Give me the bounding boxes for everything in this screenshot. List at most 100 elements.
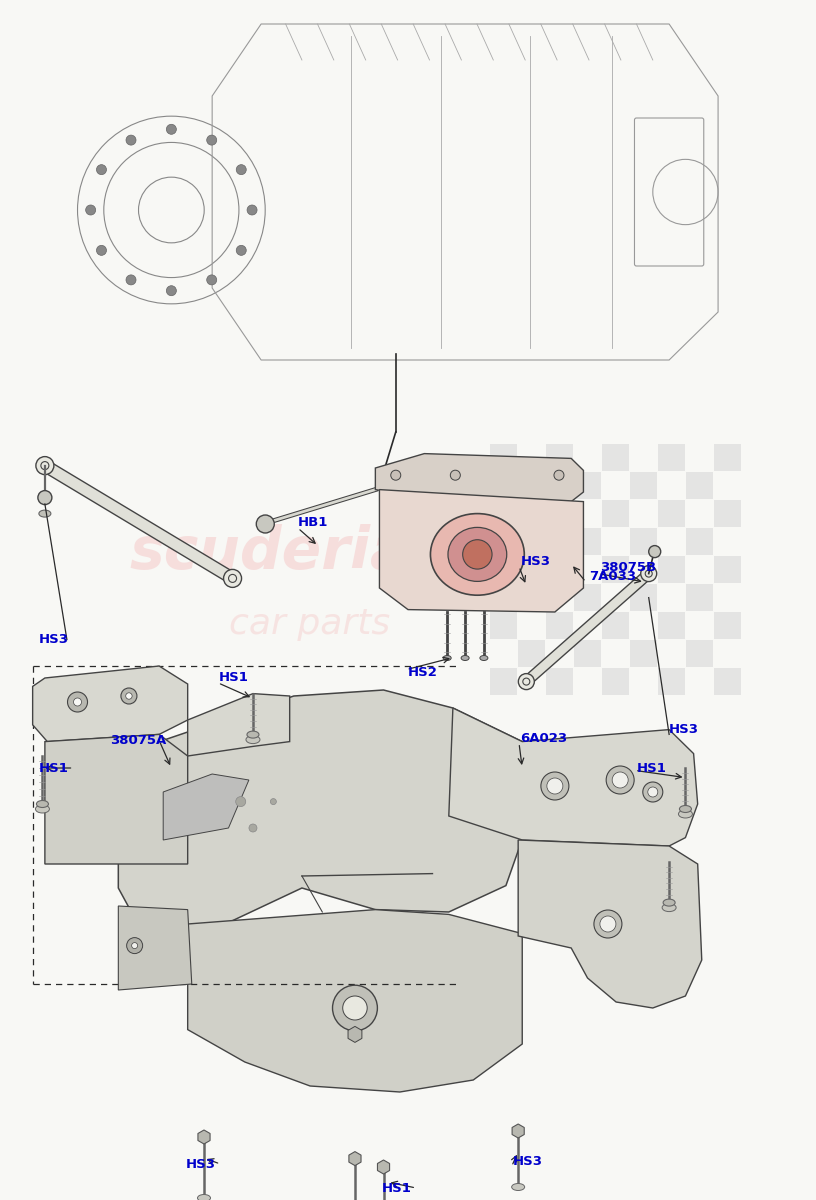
Ellipse shape (37, 800, 48, 808)
Circle shape (518, 673, 534, 690)
Circle shape (270, 799, 277, 804)
Bar (658, 612, 685, 638)
Circle shape (237, 164, 246, 175)
Circle shape (450, 470, 460, 480)
Circle shape (547, 778, 563, 794)
Ellipse shape (343, 996, 367, 1020)
Bar (630, 528, 657, 554)
Text: 38075A: 38075A (110, 734, 166, 746)
Bar (658, 444, 685, 470)
Circle shape (594, 910, 622, 938)
Polygon shape (45, 734, 188, 864)
Bar (574, 472, 601, 499)
Ellipse shape (197, 1194, 211, 1200)
Bar (714, 444, 741, 470)
Text: 6A023: 6A023 (521, 732, 568, 744)
Bar (601, 500, 628, 527)
Bar (601, 612, 628, 638)
Bar (630, 472, 657, 499)
Text: HB1: HB1 (298, 516, 328, 528)
Bar (630, 640, 657, 667)
Circle shape (131, 943, 138, 948)
Circle shape (166, 286, 176, 295)
Bar (574, 640, 601, 667)
Bar (490, 668, 517, 695)
Text: car parts: car parts (229, 607, 391, 641)
Bar (574, 528, 601, 554)
Ellipse shape (461, 655, 469, 660)
Bar (517, 472, 544, 499)
Bar (685, 584, 712, 611)
Bar (546, 444, 573, 470)
Circle shape (206, 275, 217, 284)
Bar (685, 640, 712, 667)
Circle shape (73, 698, 82, 706)
Bar (658, 668, 685, 695)
Polygon shape (33, 666, 188, 742)
Bar (714, 556, 741, 583)
Polygon shape (188, 694, 290, 756)
Bar (685, 472, 712, 499)
Polygon shape (188, 910, 522, 1092)
Circle shape (126, 692, 132, 700)
Text: HS1: HS1 (219, 672, 249, 684)
Bar (685, 528, 712, 554)
Ellipse shape (680, 805, 691, 812)
Circle shape (391, 470, 401, 480)
Bar (546, 556, 573, 583)
Circle shape (96, 245, 106, 256)
Text: HS1: HS1 (636, 762, 667, 774)
Bar (546, 612, 573, 638)
Text: HS3: HS3 (186, 1158, 216, 1170)
Circle shape (247, 205, 257, 215)
Polygon shape (118, 690, 530, 936)
Bar (574, 584, 601, 611)
Circle shape (36, 456, 54, 474)
Polygon shape (118, 906, 192, 990)
Ellipse shape (678, 810, 693, 818)
Polygon shape (518, 840, 702, 1008)
Bar (658, 556, 685, 583)
Bar (714, 612, 741, 638)
Polygon shape (163, 774, 249, 840)
Ellipse shape (443, 655, 451, 660)
Bar (601, 556, 628, 583)
Bar (490, 612, 517, 638)
Polygon shape (449, 708, 698, 846)
Circle shape (126, 136, 136, 145)
Circle shape (121, 688, 137, 704)
Bar (601, 444, 628, 470)
Circle shape (643, 782, 663, 802)
Circle shape (96, 164, 106, 175)
Bar (490, 500, 517, 527)
Polygon shape (523, 570, 652, 685)
Circle shape (612, 772, 628, 788)
Ellipse shape (512, 1183, 525, 1190)
Bar (658, 500, 685, 527)
Circle shape (541, 772, 569, 800)
Bar (546, 668, 573, 695)
Circle shape (126, 937, 143, 954)
Bar (630, 584, 657, 611)
Circle shape (38, 491, 52, 504)
Circle shape (166, 125, 176, 134)
Ellipse shape (333, 985, 377, 1031)
Circle shape (600, 916, 616, 932)
Circle shape (648, 787, 658, 797)
Bar (714, 668, 741, 695)
Text: HS3: HS3 (39, 634, 69, 646)
Circle shape (249, 824, 257, 832)
Circle shape (641, 565, 657, 582)
Circle shape (606, 766, 634, 794)
Text: HS1: HS1 (39, 762, 69, 774)
Bar (490, 556, 517, 583)
Bar (490, 444, 517, 470)
Ellipse shape (662, 904, 676, 912)
Bar (714, 500, 741, 527)
Ellipse shape (35, 805, 50, 814)
Bar (517, 584, 544, 611)
Circle shape (236, 797, 246, 806)
Bar (546, 500, 573, 527)
Text: HS2: HS2 (408, 666, 438, 678)
Circle shape (554, 470, 564, 480)
